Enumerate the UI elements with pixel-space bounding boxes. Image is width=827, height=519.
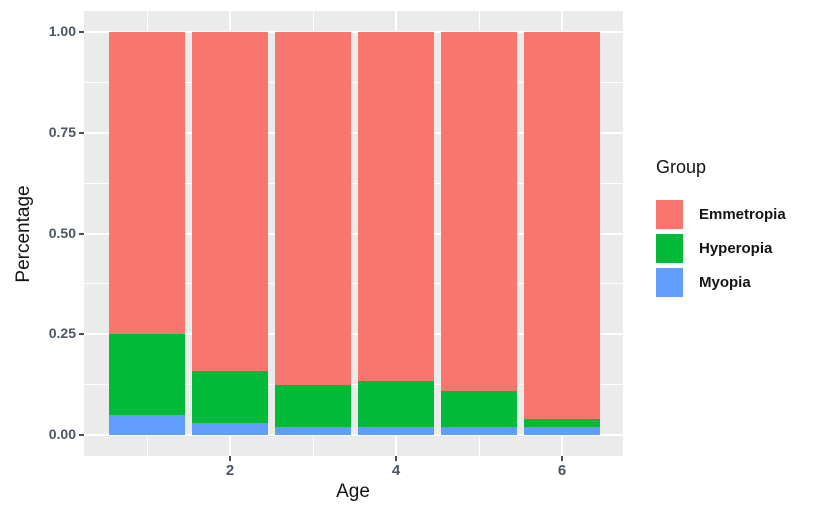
bar-segment-myopia-age-2 — [192, 422, 268, 435]
x-axis-title: Age — [336, 481, 370, 502]
minor-gridline-y — [84, 283, 623, 285]
minor-gridline-y — [84, 81, 623, 83]
major-gridline-y — [84, 333, 623, 336]
y-tick-mark — [79, 31, 84, 33]
major-gridline-y — [84, 31, 623, 33]
bar-segment-hyperopia-age-2 — [192, 370, 268, 423]
major-gridline-y — [84, 131, 623, 134]
y-tick-mark — [79, 131, 84, 134]
legend-item-myopia: Myopia — [656, 268, 786, 297]
bar-segment-myopia-age-1 — [109, 414, 185, 435]
bar-segment-emmetropia-age-6 — [524, 32, 600, 419]
legend-label: Myopia — [699, 274, 751, 291]
x-tick-label: 4 — [391, 462, 401, 479]
legend-items: Emmetropia Hyperopia Myopia — [656, 200, 786, 297]
x-tick-label: 6 — [557, 462, 567, 479]
bar-segment-emmetropia-age-5 — [441, 32, 517, 391]
legend-label: Emmetropia — [699, 206, 786, 223]
bar-segment-hyperopia-age-3 — [275, 384, 351, 427]
x-tick-mark — [395, 456, 397, 461]
x-tick-mark — [229, 456, 231, 461]
bar-segment-myopia-age-5 — [441, 426, 517, 435]
minor-gridline-y — [84, 182, 623, 184]
legend-title: Group — [656, 157, 707, 177]
y-tick-mark — [79, 333, 84, 336]
bar-segment-hyperopia-age-1 — [109, 334, 185, 415]
y-tick-label: 1.00 — [48, 23, 76, 39]
y-tick-label: 0.25 — [48, 325, 76, 342]
legend: Group Emmetropia Hyperopia Myopia — [656, 157, 786, 302]
bar-segment-myopia-age-3 — [275, 426, 351, 435]
legend-key-swatch — [656, 200, 683, 229]
legend-label: Hyperopia — [699, 240, 773, 257]
major-gridline-y — [84, 434, 623, 436]
y-axis-title: Percentage — [13, 185, 34, 283]
bar-segment-myopia-age-6 — [524, 426, 600, 435]
x-tick-label: 2 — [225, 462, 235, 479]
bar-segment-myopia-age-4 — [358, 426, 434, 435]
minor-gridline-y — [84, 384, 623, 386]
x-tick-mark — [561, 456, 563, 461]
bar-segment-hyperopia-age-4 — [358, 380, 434, 427]
y-tick-label: 0.75 — [48, 123, 76, 140]
bar-segment-emmetropia-age-4 — [358, 32, 434, 381]
y-tick-label: 0.00 — [48, 426, 76, 442]
y-tick-label: 0.50 — [48, 224, 76, 241]
major-gridline-y — [84, 232, 623, 235]
legend-key-swatch — [656, 268, 683, 297]
plot-panel — [84, 11, 623, 456]
bar-segment-emmetropia-age-1 — [109, 32, 185, 335]
y-tick-mark — [79, 232, 84, 235]
bar-segment-hyperopia-age-6 — [524, 418, 600, 427]
legend-item-hyperopia: Hyperopia — [656, 234, 786, 263]
bar-segment-emmetropia-age-3 — [275, 32, 351, 385]
legend-item-emmetropia: Emmetropia — [656, 200, 786, 229]
bar-segment-emmetropia-age-2 — [192, 32, 268, 371]
bar-segment-hyperopia-age-5 — [441, 390, 517, 427]
legend-key-swatch — [656, 234, 683, 263]
y-tick-mark — [79, 434, 84, 436]
